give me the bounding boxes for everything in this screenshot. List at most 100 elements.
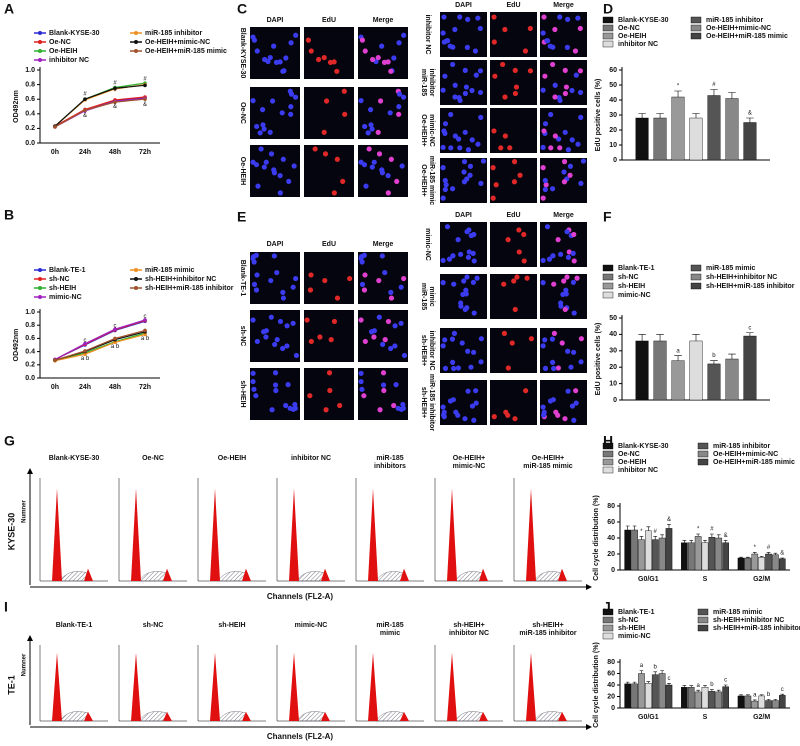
nucleus xyxy=(573,72,579,78)
plot-title: sh-HEIH xyxy=(218,622,245,629)
nucleus xyxy=(362,272,368,278)
nucleus xyxy=(359,386,365,392)
micrograph xyxy=(304,310,354,362)
column-header: Merge xyxy=(553,212,574,219)
nucleus xyxy=(540,30,546,36)
nucleus xyxy=(440,257,446,264)
line-point xyxy=(83,108,87,112)
plot-title: mimic-NC xyxy=(295,622,328,629)
micrograph xyxy=(304,252,354,304)
nucleus xyxy=(254,48,260,54)
nucleus xyxy=(552,94,558,100)
nucleus xyxy=(455,237,461,243)
annotation: # xyxy=(654,529,658,535)
nucleus xyxy=(469,403,476,409)
bar xyxy=(658,537,666,571)
micrograph xyxy=(440,60,487,105)
nucleus xyxy=(268,151,275,157)
nucleus xyxy=(334,156,340,162)
legend-label: miR-185 inhibitor xyxy=(706,17,763,24)
annotation: # xyxy=(83,92,87,98)
legend-swatch xyxy=(38,40,42,44)
nucleus xyxy=(564,44,570,50)
nucleus xyxy=(470,250,476,256)
y-axis-label: EdU positive cells (%) xyxy=(595,323,602,396)
nucleus xyxy=(569,87,575,94)
nucleus xyxy=(288,91,295,97)
nucleus xyxy=(527,68,534,74)
plot-title: Blank-TE-1 xyxy=(56,622,93,629)
nucleus xyxy=(271,170,278,176)
error-bar xyxy=(689,540,694,543)
nucleus xyxy=(261,164,267,170)
micrograph xyxy=(490,328,537,373)
line-point xyxy=(83,341,87,346)
nucleus xyxy=(562,416,568,422)
column-header: DAPI xyxy=(267,241,284,248)
legend-swatch xyxy=(38,268,42,272)
legend-label: Blank-TE-1 xyxy=(49,267,86,274)
nucleus xyxy=(578,114,584,120)
nucleus xyxy=(331,318,338,325)
nucleus xyxy=(366,146,372,152)
nucleus xyxy=(471,310,477,316)
nucleus xyxy=(500,61,506,68)
legend-swatch xyxy=(134,268,138,272)
column-header: EdU xyxy=(322,17,336,24)
nucleus xyxy=(470,279,477,285)
nucleus xyxy=(562,129,568,135)
y-tick-label: 0.8 xyxy=(25,81,35,88)
annotation: a b xyxy=(81,356,90,362)
nucleus xyxy=(521,258,527,264)
nucleus xyxy=(322,277,328,284)
error-bar xyxy=(703,685,707,688)
annotation: # xyxy=(710,527,714,533)
nucleus xyxy=(559,340,565,346)
nucleus xyxy=(478,180,484,186)
bar xyxy=(638,673,645,709)
panel-letter: E xyxy=(237,209,246,225)
nucleus xyxy=(573,388,579,394)
annotation: # xyxy=(767,545,771,551)
legend-swatch xyxy=(697,608,709,616)
g2-peak xyxy=(242,568,251,581)
nucleus xyxy=(452,82,458,88)
nucleus xyxy=(400,401,406,408)
nucleus xyxy=(393,382,399,388)
nucleus xyxy=(341,88,347,94)
nucleus xyxy=(365,130,371,136)
nucleus xyxy=(376,151,383,157)
nucleus xyxy=(334,68,340,74)
nucleus xyxy=(544,224,551,230)
error-bar xyxy=(632,525,637,530)
panel-letter: D xyxy=(603,1,613,17)
nucleus xyxy=(549,186,556,192)
nucleus xyxy=(550,359,556,365)
bar xyxy=(725,98,739,161)
nucleus xyxy=(503,409,509,415)
bar xyxy=(658,673,666,709)
nucleus xyxy=(385,318,392,325)
legend-label: mimic-NC xyxy=(618,633,651,640)
plot-title: Oe-HEIH xyxy=(218,455,246,462)
nucleus xyxy=(569,137,575,143)
annotation: # xyxy=(113,81,117,87)
annotation: a b xyxy=(141,336,150,342)
nucleus xyxy=(462,67,468,73)
nucleus xyxy=(361,393,367,399)
line-point xyxy=(143,318,147,322)
nucleus xyxy=(569,403,576,409)
legend-swatch xyxy=(697,616,709,624)
x-tick-label: G2/M xyxy=(753,576,770,583)
nucleus xyxy=(512,306,518,313)
legend-swatch xyxy=(697,450,709,458)
nucleus xyxy=(358,98,364,104)
nucleus xyxy=(398,284,404,290)
nucleus xyxy=(442,337,448,343)
nucleus xyxy=(453,409,459,415)
nucleus xyxy=(471,417,477,423)
nucleus xyxy=(250,317,256,323)
nucleus xyxy=(478,114,484,120)
y-tick-label: 60 xyxy=(607,670,615,677)
nucleus xyxy=(443,182,449,188)
